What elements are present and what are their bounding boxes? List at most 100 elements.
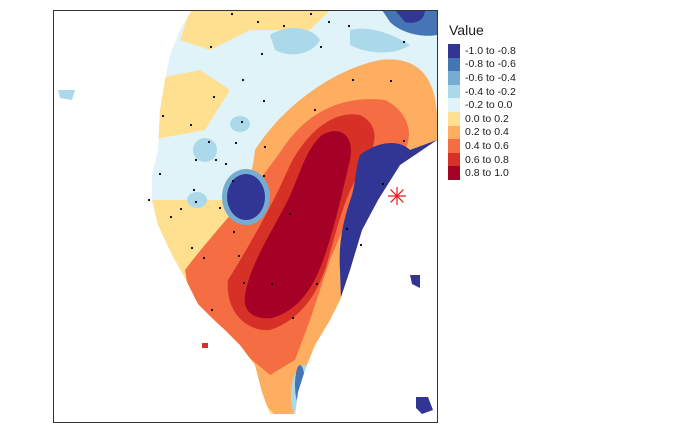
- station-point: [256, 20, 260, 24]
- islands: [58, 90, 433, 414]
- map-frame: [53, 10, 438, 423]
- station-point: [288, 212, 292, 216]
- legend-label: -1.0 to -0.8: [465, 44, 516, 57]
- station-point: [351, 78, 355, 82]
- station-point: [210, 308, 214, 312]
- legend-label: 0.4 to 0.6: [465, 139, 509, 152]
- zone-neg04-to-neg02-south: [291, 365, 319, 414]
- legend-swatch: [448, 152, 460, 167]
- legend-label: 0.6 to 0.8: [465, 153, 509, 166]
- station-point: [282, 24, 286, 28]
- station-point: [260, 52, 264, 56]
- legend-title: Value: [449, 22, 484, 38]
- station-point: [189, 123, 193, 127]
- station-point: [192, 188, 196, 192]
- legend-label: -0.2 to 0.0: [465, 99, 513, 112]
- station-point: [194, 158, 198, 162]
- station-point: [347, 24, 351, 28]
- station-point: [241, 78, 245, 82]
- station-point: [263, 145, 267, 149]
- legend-label: 0.2 to 0.4: [465, 126, 509, 139]
- station-point: [270, 282, 274, 286]
- legend-swatch: [448, 139, 460, 153]
- legend-item: 0.6 to 0.8: [448, 152, 516, 167]
- island-east: [410, 275, 420, 288]
- legend-swatch: [448, 57, 460, 72]
- zone-neg04-to-neg02-top: [270, 28, 320, 55]
- legend: Value -1.0 to -0.8 -0.8 to -0.6 -0.6 to …: [448, 22, 516, 180]
- zone-08-to-10: [244, 131, 351, 319]
- legend-swatch: [448, 71, 460, 85]
- legend-label: -0.4 to -0.2: [465, 85, 516, 98]
- station-point: [190, 246, 194, 250]
- zone-0-to-02-north: [152, 70, 230, 140]
- legend-swatch: [448, 98, 460, 112]
- zone-neg04-to-neg02-north: [350, 28, 410, 53]
- station-point: [230, 12, 234, 16]
- station-point: [212, 95, 216, 99]
- legend-swatch: [448, 125, 460, 140]
- station-point: [327, 20, 331, 24]
- zone-neg04-to-neg02-sw: [187, 192, 207, 208]
- station-point: [381, 182, 385, 186]
- station-point: [161, 114, 165, 118]
- station-point: [207, 140, 211, 144]
- station-point: [209, 45, 213, 49]
- legend-item: 0.0 to 0.2: [448, 111, 516, 126]
- station-point: [315, 282, 319, 286]
- station-point: [232, 230, 236, 234]
- station-point: [202, 256, 206, 260]
- station-point: [309, 12, 313, 16]
- station-point: [242, 281, 246, 285]
- legend-item: -1.0 to -0.8: [448, 44, 516, 58]
- legend-label: -0.8 to -0.6: [465, 58, 516, 71]
- zone-neg08-to-neg06-south: [295, 365, 305, 405]
- station-point: [231, 179, 235, 183]
- station-point: [158, 172, 162, 176]
- legend-label: 0.0 to 0.2: [465, 112, 509, 125]
- legend-swatch: [448, 111, 460, 126]
- legend-swatch: [448, 44, 460, 58]
- legend-item: 0.8 to 1.0: [448, 166, 516, 180]
- legend-label: 0.8 to 1.0: [465, 167, 509, 180]
- land-surface: [152, 10, 437, 414]
- station-point: [194, 200, 198, 204]
- legend-swatch: [448, 84, 460, 99]
- legend-items: -1.0 to -0.8 -0.8 to -0.6 -0.6 to -0.4 -…: [448, 44, 516, 180]
- legend-label: -0.6 to -0.4: [465, 71, 516, 84]
- zone-neg04-to-neg02-mid: [193, 138, 217, 162]
- island-southeast: [416, 397, 433, 414]
- station-point: [214, 158, 218, 162]
- station-point: [147, 198, 151, 202]
- legend-item: -0.4 to -0.2: [448, 84, 516, 99]
- station-point: [319, 45, 323, 49]
- station-point: [262, 174, 266, 178]
- legend-swatch: [448, 166, 460, 180]
- legend-item: -0.6 to -0.4: [448, 71, 516, 85]
- station-point: [179, 207, 183, 211]
- station-point: [169, 215, 173, 219]
- station-point: [389, 79, 393, 83]
- station-point: [240, 120, 244, 124]
- station-point: [291, 316, 295, 320]
- zone-neg1-to-neg08-ne: [395, 10, 425, 23]
- legend-item: -0.2 to 0.0: [448, 98, 516, 112]
- legend-item: 0.2 to 0.4: [448, 125, 516, 140]
- zone-neg04-to-neg02-nw: [230, 116, 250, 132]
- station-point: [224, 162, 228, 166]
- station-point: [262, 99, 266, 103]
- island-far-west: [58, 90, 75, 100]
- station-point: [234, 141, 238, 145]
- zone-0-to-02-top: [180, 10, 330, 50]
- star-asterisk-icon: [388, 187, 406, 205]
- station-point: [359, 243, 363, 247]
- station-point: [313, 108, 317, 112]
- zone-neg1-to-neg08-west: [227, 174, 265, 220]
- station-point: [218, 206, 222, 210]
- legend-item: -0.8 to -0.6: [448, 57, 516, 72]
- island-west: [202, 343, 208, 348]
- station-points: [147, 12, 406, 320]
- station-point: [402, 40, 406, 44]
- station-point: [237, 254, 241, 258]
